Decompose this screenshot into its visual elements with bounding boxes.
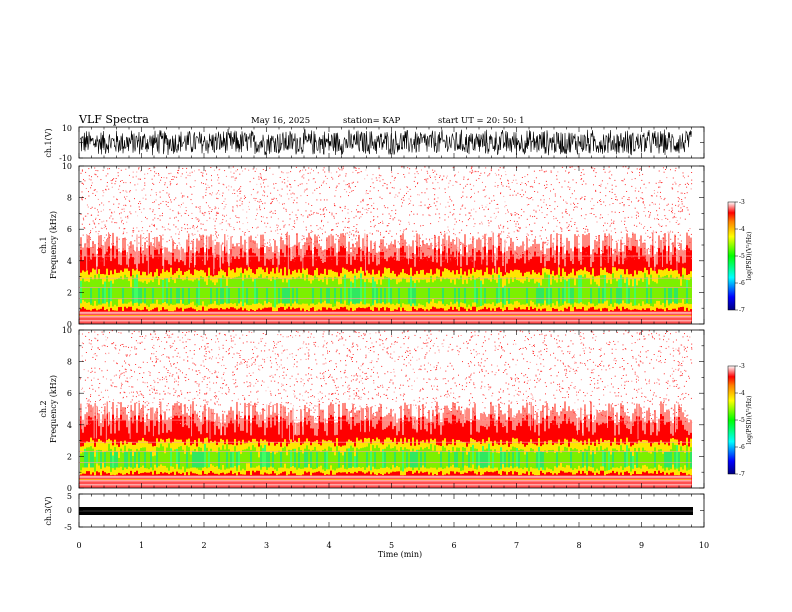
colorbar-tick-label: -6 xyxy=(739,280,745,287)
time-tick-label: 5 xyxy=(389,541,394,550)
ch1-spectrogram-yticks: 0 2 4 6 8 10 xyxy=(62,162,72,329)
time-tick-label: 3 xyxy=(264,541,269,550)
ch1-spectrogram-ylabel-frequency: Frequency (kHz) xyxy=(49,211,58,279)
colorbar-tick-label: -6 xyxy=(739,444,745,451)
colorbar-tick-label: -3 xyxy=(739,199,745,206)
ch2-spectrogram-ticks xyxy=(78,329,705,489)
freq-tick-label: 2 xyxy=(67,288,72,297)
ch1-spectrogram-ticks xyxy=(78,165,705,325)
ch2-colorbar-label: log(PSD)(V²/Hz) xyxy=(746,396,753,445)
colorbar-tick-label: -4 xyxy=(739,390,745,397)
ch2-spectrogram-image xyxy=(79,330,693,488)
colorbar-tick-label: -3 xyxy=(739,363,745,370)
time-tick-label: 7 xyxy=(514,541,519,550)
header-date: May 16, 2025 xyxy=(251,116,310,126)
time-tick-label: 6 xyxy=(451,541,456,550)
colorbar-tick-label: -5 xyxy=(739,253,745,260)
ch1-colorbar xyxy=(727,201,736,311)
freq-tick-label: 8 xyxy=(67,194,72,203)
time-tick-label: 0 xyxy=(76,541,81,550)
ch2-colorbar xyxy=(727,365,736,475)
ch1-waveform-ticks xyxy=(78,126,705,159)
ch3-ytick-bottom: -5 xyxy=(64,523,72,532)
ch2-spectrogram-ylabel-channel: ch.2 xyxy=(39,400,48,417)
ch1-spectrogram-image xyxy=(79,166,693,324)
colorbar-tick-label: -4 xyxy=(739,226,745,233)
ch1-ytick-top: 10 xyxy=(62,124,72,133)
header-station: station= KAP xyxy=(343,116,401,126)
ch3-waveform-ylabel: ch.3(V) xyxy=(44,496,53,525)
freq-tick-label: 4 xyxy=(67,257,72,266)
time-tick-label: 2 xyxy=(201,541,206,550)
freq-tick-label: 2 xyxy=(67,452,72,461)
ch1-ytick-bottom: -10 xyxy=(59,154,72,163)
ch3-waveform-ticks xyxy=(78,493,705,528)
ch1-waveform-panel: 10 -10 ch.1(V) xyxy=(44,124,705,163)
time-tick-label: 10 xyxy=(699,541,709,550)
ch1-colorbar-ticks: -3 -4 -5 -6 -7 xyxy=(735,199,745,314)
time-tick-label: 9 xyxy=(639,541,644,550)
figure-title: VLF Spectra xyxy=(78,113,149,126)
freq-tick-label: 10 xyxy=(62,326,72,335)
freq-tick-label: 8 xyxy=(67,358,72,367)
ch3-waveform-panel: 5 0 -5 ch.3(V) 0 1 2 3 4 5 6 7 8 9 10 Time (min) xyxy=(44,492,709,559)
colorbar-tick-label: -5 xyxy=(739,417,745,424)
colorbar-tick-label: -7 xyxy=(739,471,745,478)
ch3-ytick-top: 5 xyxy=(67,492,72,501)
freq-tick-label: 0 xyxy=(67,320,72,329)
ch2-spectrogram-yticks: 0 2 4 6 8 10 xyxy=(62,326,72,493)
time-axis-tick-labels: 0 1 2 3 4 5 6 7 8 9 10 xyxy=(76,541,709,550)
colorbar-tick-label: -7 xyxy=(739,307,745,314)
freq-tick-label: 0 xyxy=(67,484,72,493)
freq-tick-label: 10 xyxy=(62,162,72,171)
freq-tick-label: 4 xyxy=(67,421,72,430)
freq-tick-label: 6 xyxy=(67,225,72,234)
header-start-time: start UT = 20: 50: 1 xyxy=(438,116,525,126)
ch3-ytick-mid: 0 xyxy=(67,506,72,515)
time-tick-label: 8 xyxy=(576,541,581,550)
time-axis-label: Time (min) xyxy=(378,550,422,559)
ch2-colorbar-ticks: -3 -4 -5 -6 -7 xyxy=(735,363,745,478)
ch1-colorbar-label: log(PSD)(V²/Hz) xyxy=(746,232,753,281)
ch2-spectrogram-ylabel-frequency: Frequency (kHz) xyxy=(49,375,58,443)
time-tick-label: 4 xyxy=(326,541,331,550)
ch1-waveform-ylabel: ch.1(V) xyxy=(44,128,53,157)
ch1-waveform-trace xyxy=(79,128,692,156)
freq-tick-label: 6 xyxy=(67,389,72,398)
time-tick-label: 1 xyxy=(139,541,144,550)
ch1-spectrogram-ylabel-channel: ch.1 xyxy=(39,236,48,253)
